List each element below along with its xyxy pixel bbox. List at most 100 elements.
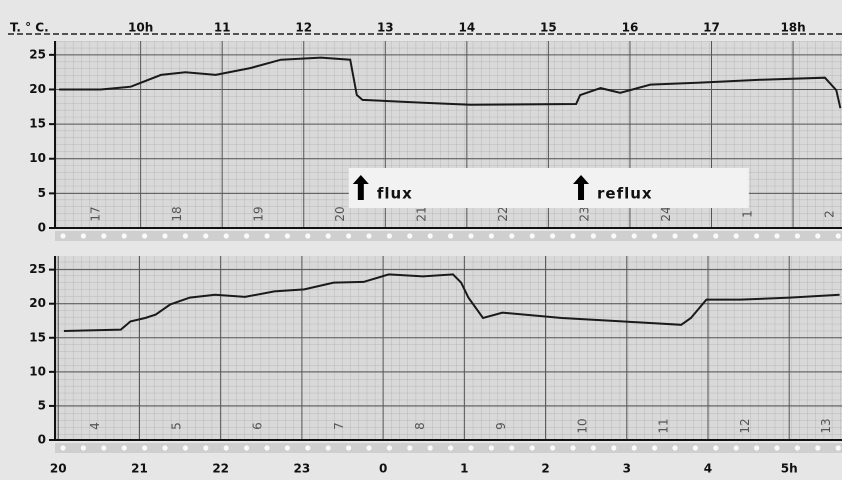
perforation [81, 445, 86, 450]
paper-number: 7 [332, 422, 346, 430]
perforation [346, 445, 351, 450]
perforation [122, 233, 127, 238]
paper-number: 8 [413, 422, 427, 430]
perforation [101, 233, 106, 238]
perforation [224, 445, 229, 450]
perforation [632, 233, 637, 238]
x-tick-label: 17 [703, 21, 720, 35]
perforation [264, 233, 269, 238]
perforation [285, 445, 290, 450]
y-tick-label: 0 [38, 433, 46, 447]
x-tick-label: 21 [131, 462, 148, 476]
perforation [428, 445, 433, 450]
perforation [652, 445, 657, 450]
perforation [203, 233, 208, 238]
perforation [448, 445, 453, 450]
perforation [305, 445, 310, 450]
perforation [591, 445, 596, 450]
annotation: reflux [597, 185, 653, 203]
perforation [815, 233, 820, 238]
perforation [530, 445, 535, 450]
perforation [489, 445, 494, 450]
perforation [713, 233, 718, 238]
perforation [468, 233, 473, 238]
x-tick-label: 14 [458, 21, 475, 35]
perforation [693, 233, 698, 238]
perforation [244, 233, 249, 238]
x-tick-label: 13 [377, 21, 394, 35]
x-tick-label: 4 [704, 462, 712, 476]
perforation [162, 233, 167, 238]
paper-number: 4 [88, 422, 102, 430]
x-tick-label: 3 [623, 462, 631, 476]
perforation [815, 445, 820, 450]
perforation [672, 233, 677, 238]
perforation [101, 445, 106, 450]
perforation [142, 445, 147, 450]
x-tick-label: 22 [212, 462, 229, 476]
perforation [122, 445, 127, 450]
paper-number: 5 [169, 422, 183, 430]
paper-grid [55, 256, 842, 440]
x-tick-label: 1 [460, 462, 468, 476]
perforation [346, 233, 351, 238]
paper-number: 22 [496, 206, 510, 221]
perforation [183, 445, 188, 450]
paper-number: 20 [333, 206, 347, 221]
paper-number: 13 [819, 418, 833, 433]
perforation [162, 445, 167, 450]
paper-number: 24 [659, 206, 673, 221]
paper-number: 1 [741, 210, 755, 218]
y-tick-label: 25 [29, 47, 46, 61]
chart-recording: 051015202510h1112131415161718h1718192021… [0, 0, 842, 480]
perforation [224, 233, 229, 238]
perforation [81, 233, 86, 238]
perforation [611, 445, 616, 450]
perforation [611, 233, 616, 238]
perforation [264, 445, 269, 450]
perforation [734, 233, 739, 238]
perforation [387, 445, 392, 450]
perforation [60, 445, 65, 450]
x-tick-label: 11 [214, 21, 231, 35]
x-tick-label: 23 [294, 462, 311, 476]
y-tick-label: 15 [29, 117, 46, 131]
perforation [530, 233, 535, 238]
perforation [652, 233, 657, 238]
y-tick-label: 5 [38, 398, 46, 412]
y-axis-label: T. ° C. [10, 21, 49, 35]
y-tick-label: 0 [38, 221, 46, 235]
perforation [774, 233, 779, 238]
y-tick-label: 15 [29, 330, 46, 344]
perforation [836, 445, 841, 450]
perforation [672, 445, 677, 450]
perforation [509, 233, 514, 238]
x-tick-label: 2 [541, 462, 549, 476]
x-tick-label: 12 [295, 21, 312, 35]
perforation [795, 233, 800, 238]
perforation [244, 445, 249, 450]
perforation [366, 445, 371, 450]
paper-number: 19 [251, 206, 265, 221]
paper-number: 10 [575, 418, 589, 433]
paper-number: 11 [657, 418, 671, 433]
perforation [591, 233, 596, 238]
perforation [632, 445, 637, 450]
perforation [468, 445, 473, 450]
perforation [203, 445, 208, 450]
perforation [550, 233, 555, 238]
paper-number: 21 [414, 206, 428, 221]
perforation [754, 445, 759, 450]
x-tick-label: 5h [781, 462, 798, 476]
x-tick-label: 16 [622, 21, 639, 35]
x-tick-label: 10h [128, 21, 153, 35]
perforation [366, 233, 371, 238]
paper-number: 9 [494, 422, 508, 430]
perforation [734, 445, 739, 450]
perforation [305, 233, 310, 238]
perforation [550, 445, 555, 450]
perforation [428, 233, 433, 238]
perforation [142, 233, 147, 238]
perforation [183, 233, 188, 238]
paper-number: 12 [738, 418, 752, 433]
